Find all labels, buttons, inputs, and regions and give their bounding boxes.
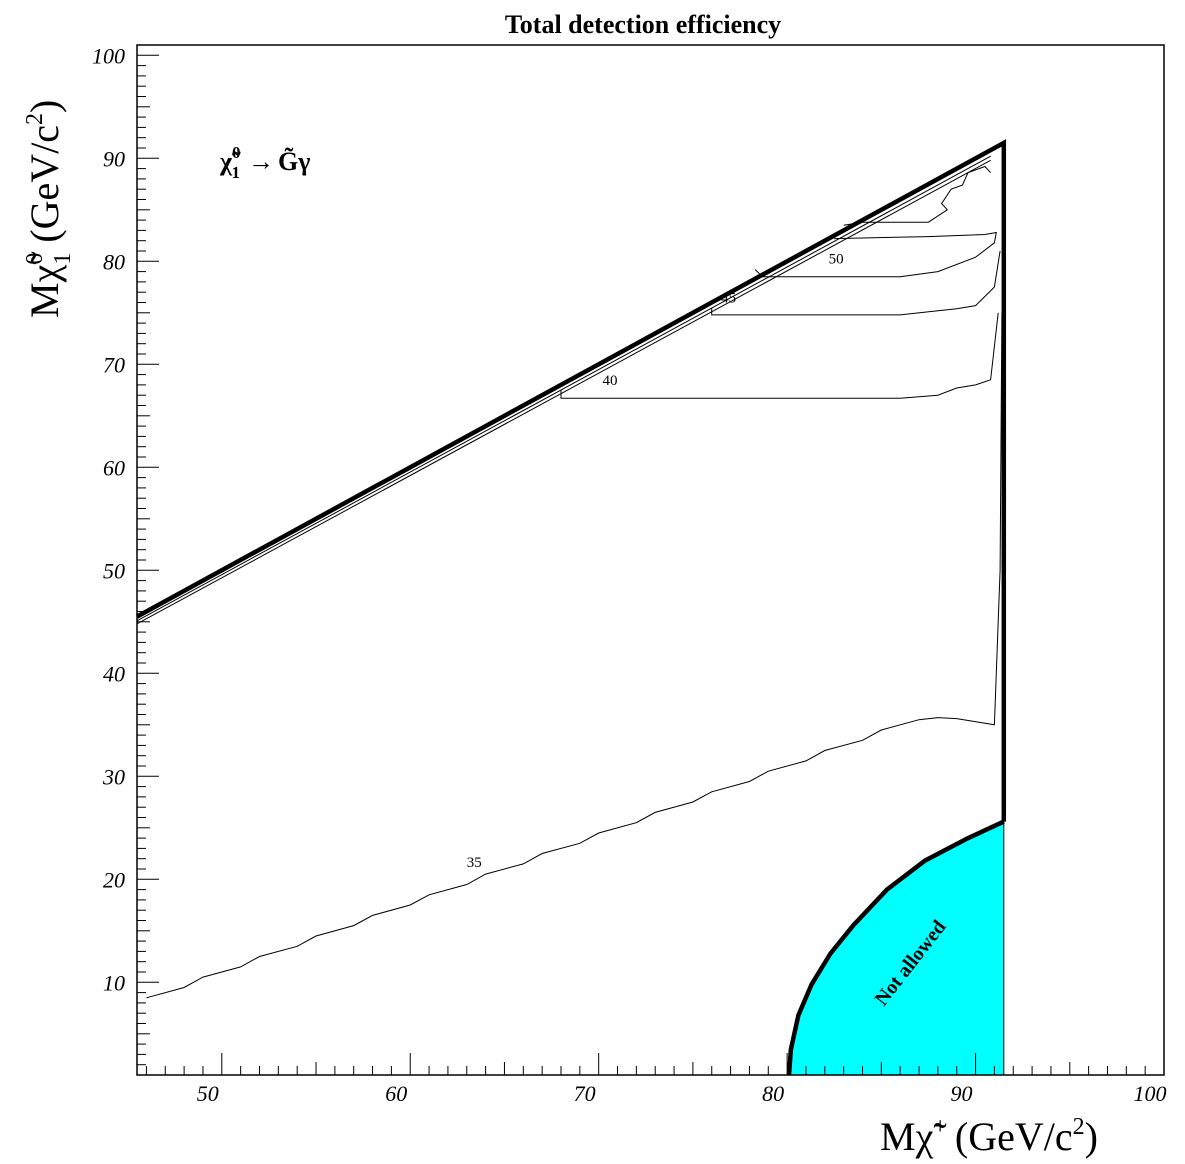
chart-title: Total detection efficiency	[505, 10, 781, 39]
y-tick-label: 100	[92, 43, 125, 68]
axis-ticks: 50 60 70 80 90 100 10 20 30 40 50 60 70 80 90 100	[92, 43, 1167, 1106]
y-axis-title: Mχ̃01(GeV/c2)	[22, 100, 76, 318]
y-tick-label: 90	[103, 146, 125, 171]
contour-label-40: 40	[602, 373, 617, 389]
process-final: G̃γ	[278, 147, 310, 176]
x-tick-label: 100	[1134, 1081, 1167, 1106]
x-tick-label: 50	[197, 1081, 219, 1106]
excluded-region	[788, 820, 1005, 1076]
y-tick-label: 20	[103, 867, 125, 892]
x-axis-title: Mχ̃+ (GeV/c2)	[880, 1114, 1098, 1159]
kinematic-boundary-layer	[135, 139, 1007, 822]
y-tick-label: 10	[103, 970, 125, 995]
kinematic-boundary	[135, 139, 1007, 822]
contour-line-45	[711, 250, 1001, 316]
y-tick-label: 50	[103, 558, 125, 583]
contour-label-35: 35	[467, 855, 482, 871]
contour-line-35	[146, 312, 1003, 999]
y-tick-label: 30	[102, 764, 125, 789]
excluded-region-layer: Not allowed	[786, 819, 1005, 1076]
process-initial-sup: 0	[232, 143, 241, 162]
x-tick-label: 60	[385, 1081, 407, 1106]
y-tick-label: 70	[103, 352, 125, 377]
y-tick-label: 80	[103, 249, 125, 274]
process-label: χ̃0 1 → G̃γ	[219, 143, 310, 182]
y-tick-label: 60	[103, 455, 125, 480]
plot-frame	[136, 44, 1165, 1076]
x-tick-label: 80	[762, 1081, 784, 1106]
excluded-region-edge	[786, 819, 1005, 1076]
contour-line-50	[754, 231, 997, 278]
diagonal-contour-1	[136, 155, 991, 622]
contour-label-50: 50	[829, 251, 844, 267]
y-tick-label: 40	[103, 661, 125, 686]
process-initial-sub: 1	[232, 163, 241, 182]
x-tick-label: 90	[951, 1081, 973, 1106]
x-tick-label: 70	[574, 1081, 596, 1106]
process-arrow: →	[248, 147, 274, 176]
contour-line-40	[560, 312, 999, 399]
contour-line-inner-4	[843, 165, 991, 226]
diagonal-contour-2	[136, 159, 991, 625]
